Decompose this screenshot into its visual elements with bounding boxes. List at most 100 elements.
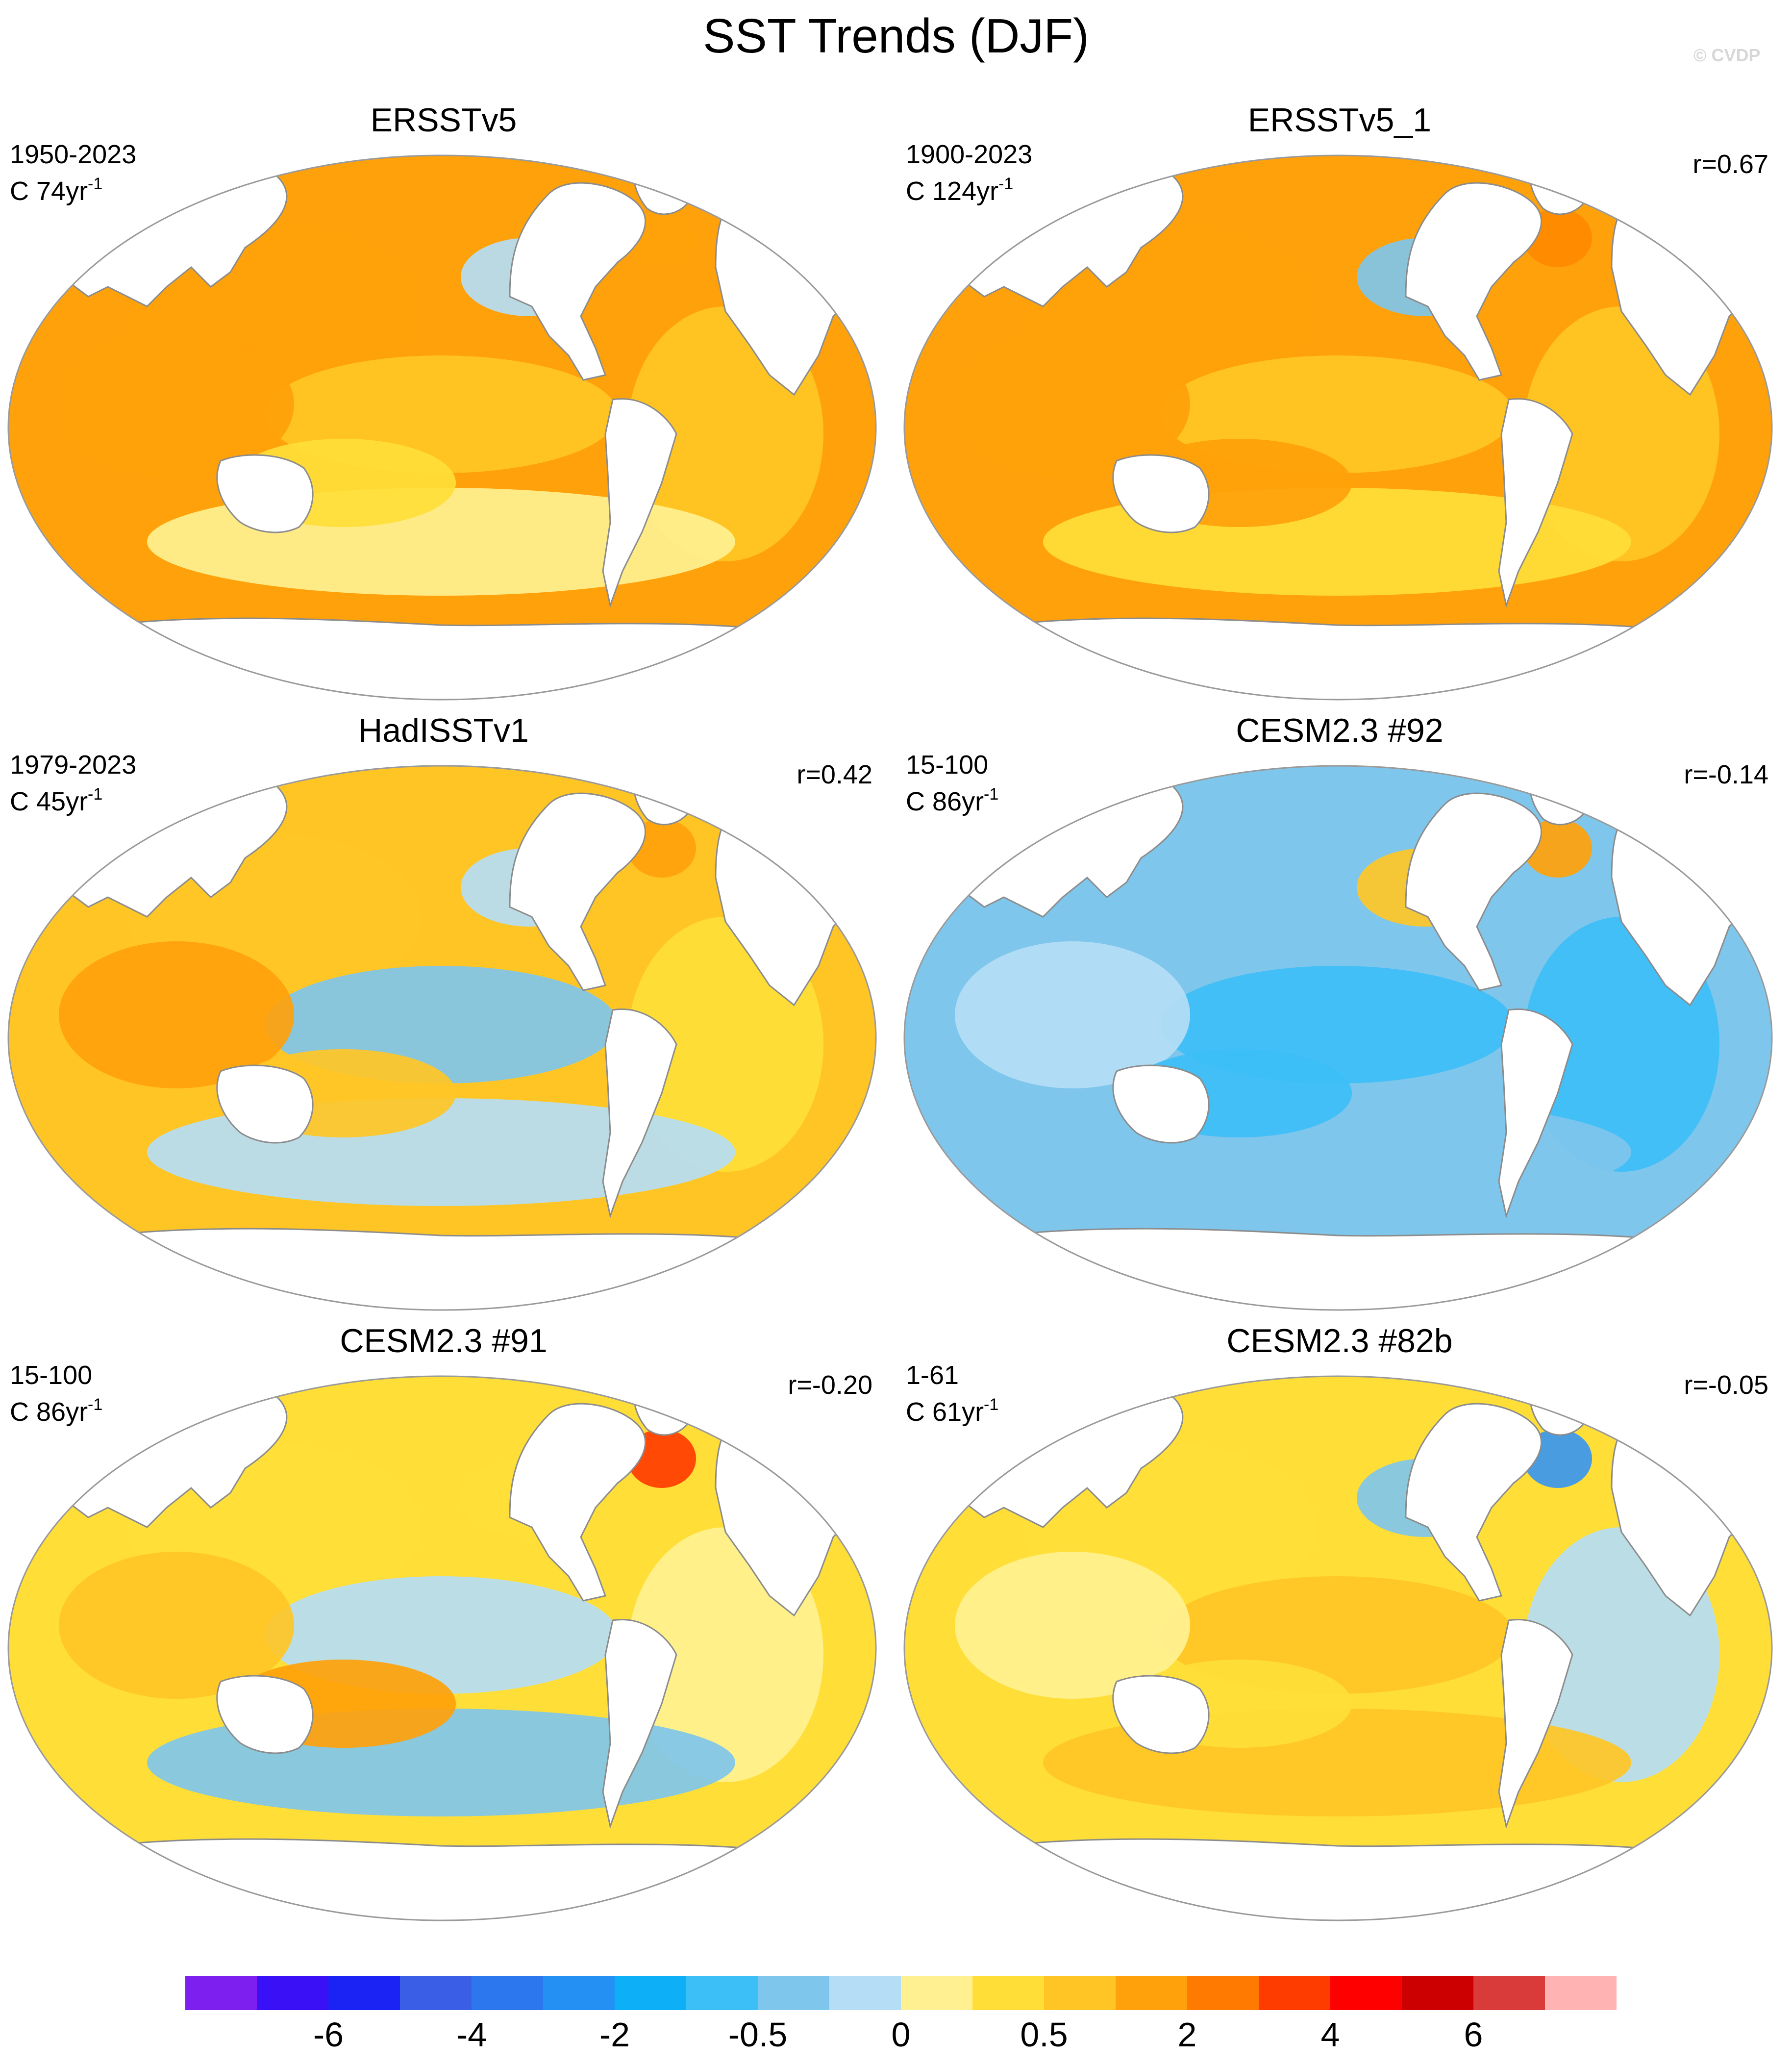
period-label: 1-61 — [906, 1361, 959, 1390]
map-graphic — [903, 765, 1773, 1311]
australia-land — [216, 1064, 314, 1144]
map-panel-hadisstv1: HadISSTv1 1979-2023 C 45yr-1 r=0.42 — [0, 711, 887, 1319]
units-prefix: C — [10, 1397, 36, 1427]
south-america-land — [1498, 398, 1573, 608]
correlation-label: r=-0.05 — [1684, 1370, 1768, 1400]
antarctica-land — [964, 1838, 1711, 1920]
australia-land — [216, 454, 314, 533]
watermark: © CVDP — [1693, 45, 1761, 65]
map-outline — [903, 154, 1773, 701]
units-prefix: C — [906, 176, 932, 206]
south-america-land — [602, 1008, 677, 1219]
panel-title: CESM2.3 #82b — [1226, 1322, 1453, 1360]
colorbar-swatch — [1187, 1976, 1259, 2010]
units-label: C 124yr-1 — [906, 169, 1013, 206]
units-number: 45yr — [36, 787, 88, 816]
units-exponent: -1 — [88, 175, 103, 193]
map-graphic — [7, 765, 877, 1311]
sst-anomaly-region — [59, 1552, 294, 1699]
panel-title: CESM2.3 #91 — [340, 1322, 548, 1360]
colorbar-swatch — [1259, 1976, 1331, 2010]
colorbar-swatch — [400, 1976, 472, 2010]
map-panel-ersstv5: ERSSTv5 1950-2023 C 74yr-1 — [0, 101, 887, 708]
colorbar-swatch — [1473, 1976, 1545, 2010]
period-label: 15-100 — [906, 750, 989, 780]
map-outline — [903, 1375, 1773, 1921]
period-label: 1979-2023 — [10, 750, 137, 780]
colorbar-swatch — [543, 1976, 615, 2010]
colorbar-swatch — [185, 1976, 257, 2010]
colorbar-swatches — [185, 1976, 1617, 2010]
sst-anomaly-region — [955, 1552, 1190, 1699]
map-graphic — [903, 1375, 1773, 1921]
map-panel-ersstv5-1: ERSSTv5_1 1900-2023 C 124yr-1 r=0.67 — [896, 101, 1783, 708]
colorbar-tick-label: -2 — [599, 2016, 630, 2054]
map-graphic — [7, 1375, 877, 1921]
units-exponent: -1 — [88, 785, 103, 804]
units-exponent: -1 — [984, 785, 999, 804]
colorbar-swatch — [1330, 1976, 1402, 2010]
south-america-land — [1498, 1008, 1573, 1219]
antarctica-land — [964, 617, 1711, 700]
colorbar-tick-label: -6 — [313, 2016, 344, 2054]
panel-title: ERSSTv5 — [370, 101, 517, 139]
colorbar-swatch — [472, 1976, 544, 2010]
colorbar-swatch — [972, 1976, 1045, 2010]
colorbar-swatch — [257, 1976, 329, 2010]
colorbar-tick-label: -4 — [456, 2016, 487, 2054]
units-number: 86yr — [932, 787, 984, 816]
colorbar-swatch — [1402, 1976, 1474, 2010]
correlation-label: r=-0.20 — [788, 1370, 872, 1400]
colorbar-swatch — [829, 1976, 901, 2010]
colorbar-tick-label: 0.5 — [1020, 2016, 1068, 2054]
period-label: 1950-2023 — [10, 140, 137, 169]
colorbar — [185, 1976, 1617, 2010]
south-america-land — [602, 1619, 677, 1829]
antarctica-land — [964, 1228, 1711, 1310]
panel-title: HadISSTv1 — [358, 712, 529, 749]
antarctica-land — [68, 1838, 815, 1920]
sst-anomaly-region — [59, 941, 294, 1088]
units-number: 61yr — [932, 1397, 984, 1427]
colorbar-tick-label: -0.5 — [728, 2016, 788, 2054]
units-label: C 86yr-1 — [10, 1390, 102, 1427]
south-america-land — [1498, 1619, 1573, 1829]
antarctica-land — [68, 1228, 815, 1310]
units-prefix: C — [906, 787, 932, 816]
colorbar-swatch — [328, 1976, 400, 2010]
colorbar-swatch — [1545, 1976, 1617, 2010]
units-prefix: C — [10, 176, 36, 206]
map-outline — [903, 765, 1773, 1311]
australia-land — [1112, 454, 1210, 533]
colorbar-swatch — [1044, 1976, 1116, 2010]
south-america-land — [602, 398, 677, 608]
sst-anomaly-region — [955, 941, 1190, 1088]
map-panel-cesm23-92: CESM2.3 #92 15-100 C 86yr-1 r=-0.14 — [896, 711, 1783, 1319]
correlation-label: r=-0.14 — [1684, 760, 1768, 789]
period-label: 1900-2023 — [906, 140, 1033, 169]
panel-title: CESM2.3 #92 — [1236, 712, 1444, 749]
units-exponent: -1 — [998, 175, 1014, 193]
period-label: 15-100 — [10, 1361, 93, 1390]
panel-title: ERSSTv5_1 — [1247, 101, 1432, 139]
north-america-land — [1405, 792, 1543, 991]
sst-anomaly-region — [955, 331, 1190, 478]
colorbar-swatch — [1116, 1976, 1188, 2010]
colorbar-tick-label: 2 — [1177, 2016, 1197, 2054]
units-exponent: -1 — [88, 1395, 103, 1414]
north-america-land — [509, 792, 647, 991]
map-outline — [7, 765, 877, 1311]
colorbar-swatch — [758, 1976, 830, 2010]
units-prefix: C — [10, 787, 36, 816]
units-number: 86yr — [36, 1397, 88, 1427]
colorbar-tick-label: 4 — [1320, 2016, 1340, 2054]
units-number: 124yr — [932, 176, 999, 206]
correlation-label: r=0.42 — [796, 760, 872, 789]
australia-land — [1112, 1675, 1210, 1754]
colorbar-swatch — [615, 1976, 687, 2010]
units-number: 74yr — [36, 176, 88, 206]
colorbar-swatch — [686, 1976, 758, 2010]
north-america-land — [509, 1403, 647, 1602]
map-outline — [7, 154, 877, 701]
colorbar-swatch — [901, 1976, 973, 2010]
